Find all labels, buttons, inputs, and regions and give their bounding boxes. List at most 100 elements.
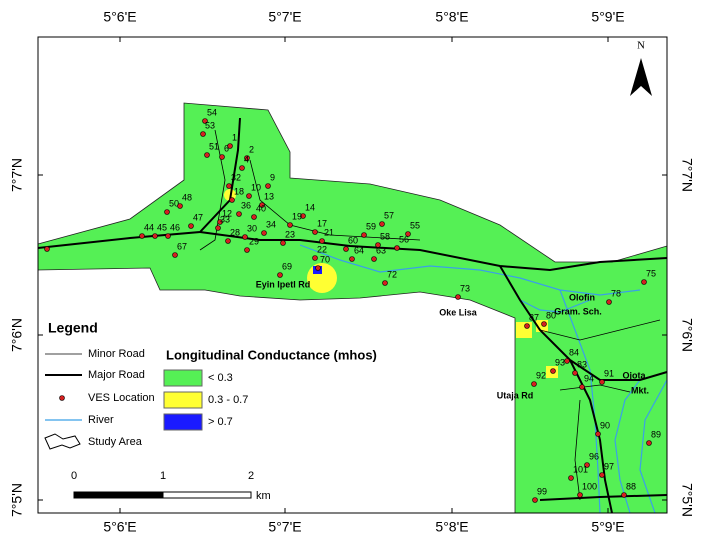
latitude-label: 7°5'N (679, 483, 695, 517)
river (559, 289, 601, 514)
ves-point (361, 232, 367, 238)
ves-point (541, 321, 547, 327)
scale-segment (73, 491, 164, 499)
ves-label: 96 (589, 451, 599, 461)
ves-point (177, 203, 183, 209)
ves-point (219, 154, 225, 160)
ves-point (300, 213, 306, 219)
ves-point (246, 193, 252, 199)
ves-point (200, 131, 206, 137)
ves-point (236, 211, 242, 217)
legend: Legend Longitudinal Conductance (mhos) M… (44, 320, 377, 450)
ves-point (225, 238, 231, 244)
class-swatch (163, 413, 203, 431)
coordinate-labels: 5°6'E 5°6'E 5°7'E 5°7'E 5°8'E 5°8'E 5°9'E 5°9'E… (9, 9, 696, 535)
ves-label: 34 (266, 219, 276, 229)
place-label: Eyin Ipetl Rd (256, 279, 311, 289)
ves-point (646, 440, 652, 446)
ves-label: 50 (169, 198, 179, 208)
ves-label: 21 (324, 227, 334, 237)
ves-point (265, 183, 271, 189)
ves-label: 88 (626, 481, 636, 491)
ves-label: 64 (354, 245, 364, 255)
ves-label: 10 (251, 182, 261, 192)
ves-label: 101 (573, 464, 588, 474)
ves-symbol (59, 395, 65, 401)
latitude-label: 7°7'N (9, 158, 25, 192)
ves-label: 6 (224, 143, 229, 153)
place-label: Utaja Rd (497, 390, 534, 400)
ves-point (261, 230, 267, 236)
ves-label: 80 (546, 310, 556, 320)
ves-point (204, 152, 210, 158)
ves-point (165, 233, 171, 239)
ves-point (564, 358, 570, 364)
ves-point (251, 214, 257, 220)
ves-label: 91 (604, 368, 614, 378)
latitude-label: 7°6'N (9, 318, 25, 352)
ves-point (259, 202, 265, 208)
legend-title: Legend (48, 320, 98, 336)
river (299, 244, 641, 296)
river (519, 299, 591, 313)
legend-item: Minor Road (88, 348, 145, 360)
ves-label: 69 (282, 261, 292, 271)
ves-label: 72 (387, 269, 397, 279)
ves-label: 23 (285, 229, 295, 239)
longitude-label: 5°9'E (591, 9, 624, 25)
scale-tick-label: 1 (160, 470, 166, 482)
ves-label: 99 (537, 486, 547, 496)
ves-label: 28 (230, 227, 240, 237)
study-area-symbol (44, 433, 81, 450)
ves-label: 13 (264, 191, 274, 201)
ves-point (568, 475, 574, 481)
ves-point (405, 231, 411, 237)
ves-label: 59 (366, 221, 376, 231)
ves-label: 83 (577, 359, 587, 369)
ves-point (239, 165, 245, 171)
ves-label: 36 (241, 200, 251, 210)
ves-label: 40 (256, 203, 266, 213)
minor-road (199, 129, 226, 251)
ves-point (524, 323, 530, 329)
ves-point (532, 497, 538, 503)
ves-label: 44 (144, 222, 154, 232)
ves-point (229, 197, 235, 203)
ves-point (349, 256, 355, 262)
river (614, 379, 641, 514)
medium-conductance-zone (516, 322, 532, 338)
ves-label: 18 (234, 186, 244, 196)
north-arrow-shape (630, 58, 652, 96)
ves-point (227, 143, 233, 149)
longitude-label: 5°8'E (435, 519, 468, 535)
ves-label: 97 (604, 461, 614, 471)
ves-point (394, 245, 400, 251)
longitude-label: 5°6'E (103, 519, 136, 535)
ves-label: 4 (244, 154, 249, 164)
scale-segment (162, 491, 252, 499)
ves-label: 60 (348, 235, 358, 245)
ves-point (44, 246, 50, 252)
ves-point (455, 294, 461, 300)
latitude-label: 7°7'N (679, 158, 695, 192)
ves-label: 63 (376, 245, 386, 255)
ves-point (226, 183, 232, 189)
ves-point (375, 242, 381, 248)
scale-tick-label: 0 (71, 470, 77, 482)
legend-item: VES Location (88, 392, 155, 404)
minor-road (539, 319, 661, 341)
rivers (299, 244, 668, 514)
ves-point (621, 492, 627, 498)
north-label: N (637, 40, 645, 52)
ves-point (599, 472, 605, 478)
scale-unit: km (256, 490, 271, 502)
ves-point (202, 118, 208, 124)
ves-label: 17 (317, 218, 327, 228)
ves-label: 94 (584, 373, 594, 383)
longitude-label: 5°7'E (268, 519, 301, 535)
ves-label: 46 (170, 222, 180, 232)
ves-label: 92 (536, 370, 546, 380)
major-road (199, 231, 668, 272)
ves-point (164, 209, 170, 215)
ves-point (550, 368, 556, 374)
